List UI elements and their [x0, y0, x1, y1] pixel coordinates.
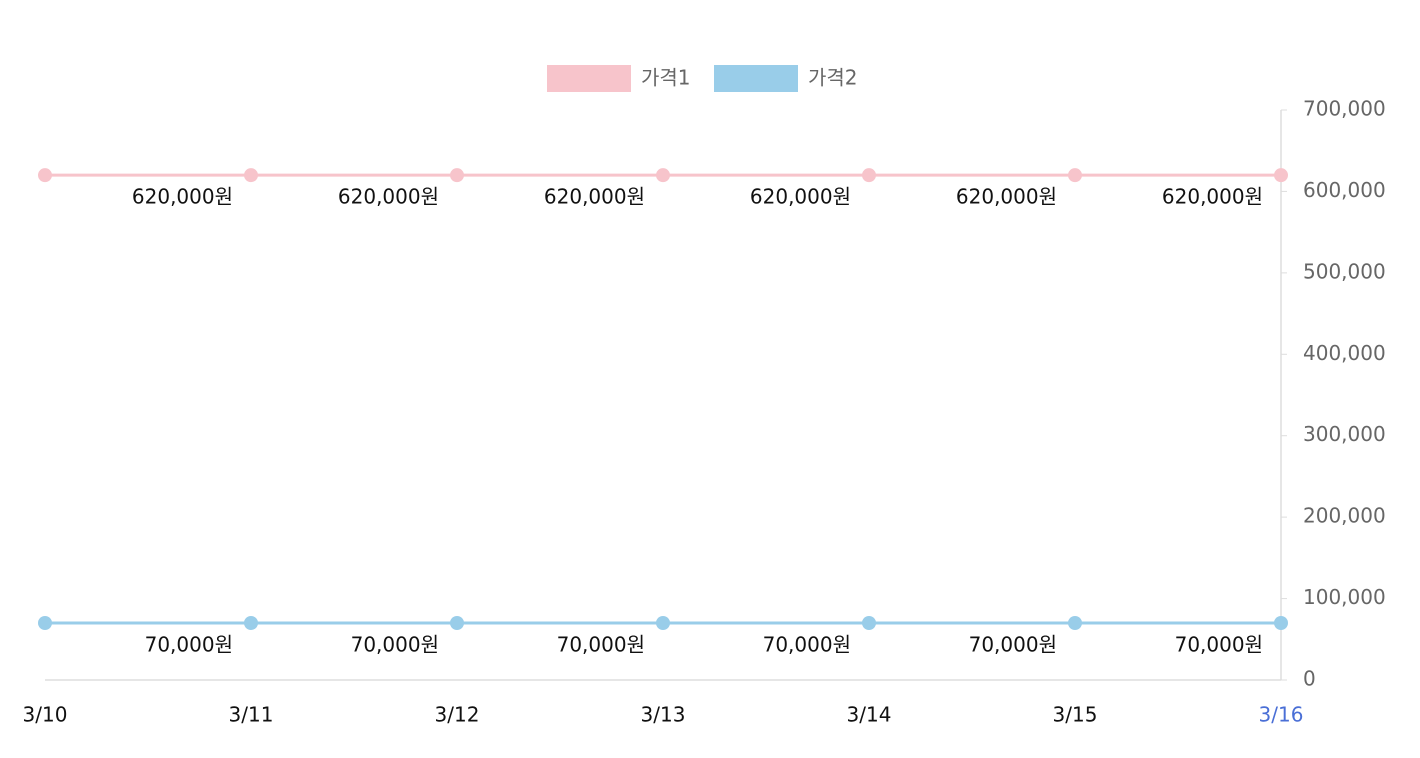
data-point [1274, 616, 1288, 630]
data-point [1274, 168, 1288, 183]
data-point [38, 616, 52, 630]
y-tick-label: 600,000 [1303, 178, 1386, 202]
data-label: 620,000원 [338, 185, 439, 209]
data-label: 620,000원 [1162, 185, 1263, 209]
data-label: 620,000원 [132, 185, 233, 209]
y-tick-label: 700,000 [1303, 97, 1386, 121]
x-tick-label: 3/16 [1259, 703, 1304, 727]
x-tick-label: 3/10 [23, 703, 68, 727]
y-tick-label: 500,000 [1303, 259, 1386, 283]
y-tick-label: 100,000 [1303, 585, 1386, 609]
y-tick-label: 300,000 [1303, 422, 1386, 446]
x-tick-label: 3/15 [1053, 703, 1098, 727]
data-point [244, 616, 258, 630]
y-tick-label: 0 [1303, 667, 1316, 691]
legend-label: 가격2 [808, 66, 858, 90]
data-point [862, 168, 876, 183]
data-point [656, 616, 670, 630]
data-label: 70,000원 [969, 633, 1057, 657]
x-tick-label: 3/14 [847, 703, 892, 727]
data-label: 620,000원 [544, 185, 645, 209]
data-point [450, 168, 464, 183]
data-label: 620,000원 [750, 185, 851, 209]
legend-label: 가격1 [641, 66, 691, 90]
data-point [862, 616, 876, 630]
legend-swatch [547, 65, 631, 92]
x-tick-label: 3/11 [229, 703, 274, 727]
data-point [450, 616, 464, 630]
data-point [1068, 168, 1082, 183]
data-label: 70,000원 [1175, 633, 1263, 657]
x-tick-label: 3/12 [435, 703, 480, 727]
x-tick-label: 3/13 [641, 703, 686, 727]
data-point [244, 168, 258, 183]
data-label: 620,000원 [956, 185, 1057, 209]
y-tick-label: 200,000 [1303, 504, 1386, 528]
data-label: 70,000원 [557, 633, 645, 657]
data-label: 70,000원 [763, 633, 851, 657]
data-label: 70,000원 [145, 633, 233, 657]
y-tick-label: 400,000 [1303, 341, 1386, 365]
data-point [656, 168, 670, 183]
data-label: 70,000원 [351, 633, 439, 657]
data-point [1068, 616, 1082, 630]
legend-swatch [714, 65, 798, 92]
data-point [38, 168, 52, 183]
